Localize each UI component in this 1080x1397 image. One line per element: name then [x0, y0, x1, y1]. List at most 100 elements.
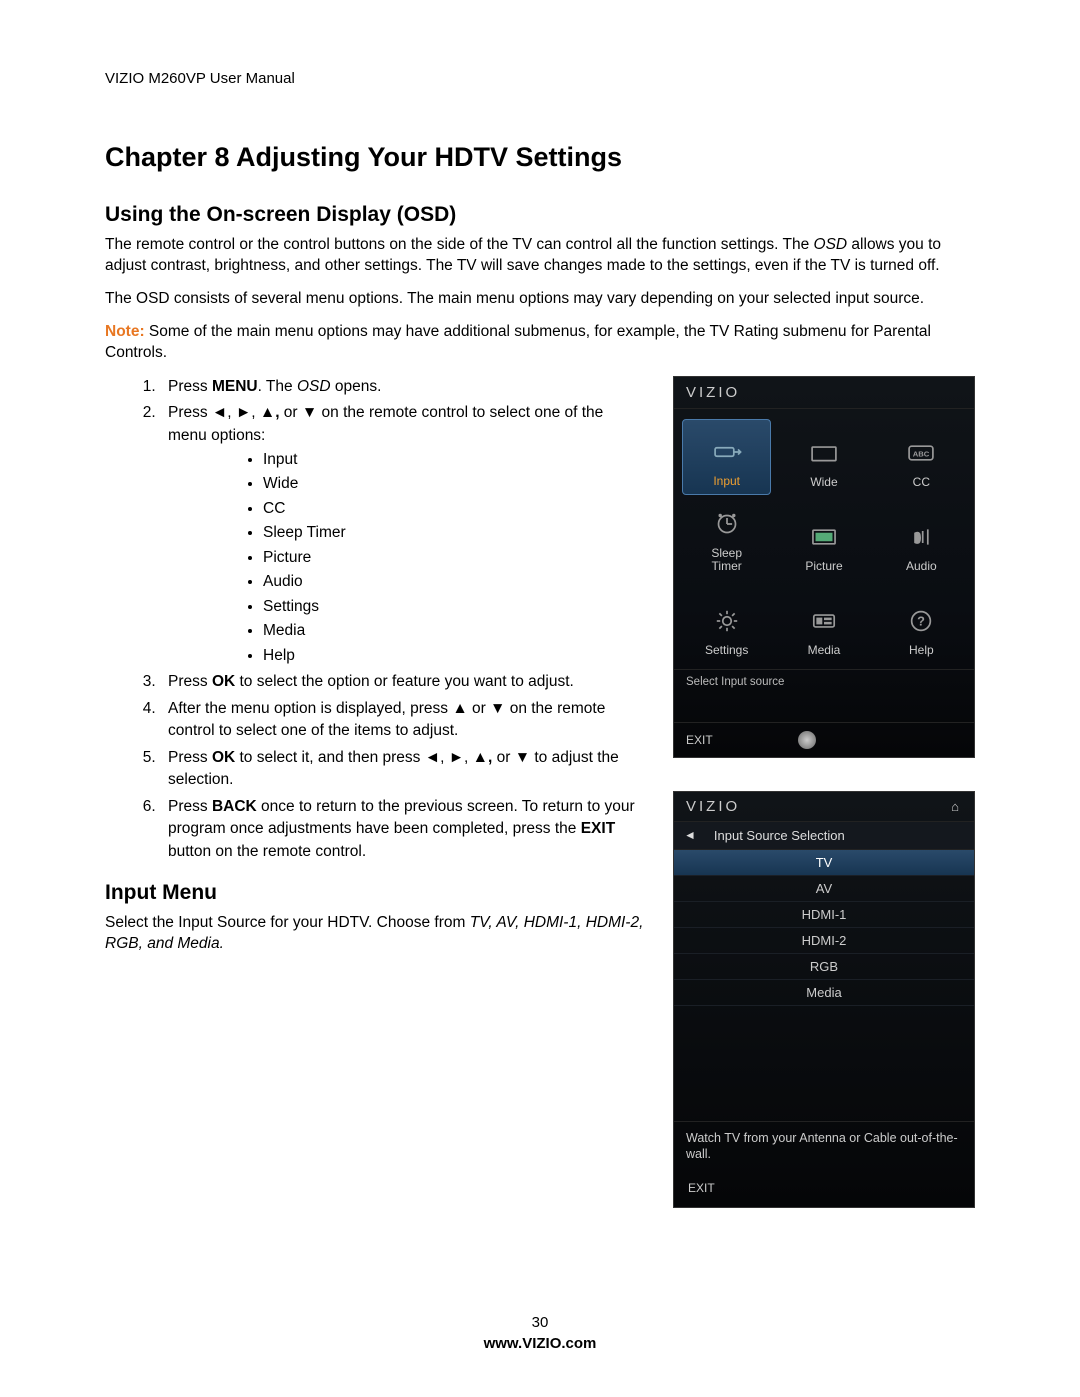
page-number: 30 — [0, 1314, 1080, 1331]
osd-paragraph-2: The OSD consists of several menu options… — [105, 289, 975, 310]
step-4: After the menu option is displayed, pres… — [160, 698, 645, 743]
input-source-tv[interactable]: TV — [674, 850, 974, 876]
via-button-icon[interactable] — [798, 731, 816, 749]
step5-b: to select it, and then press ◄, ►, ▲ — [235, 749, 488, 766]
osd-paragraph-1: The remote control or the control button… — [105, 235, 975, 277]
osd-note: Note: Some of the main menu options may … — [105, 322, 975, 364]
step-2: Press ◄, ►, ▲, or ▼ on the remote contro… — [160, 402, 645, 667]
osd-grid: Input Wide ABC CC SleepTimer Picture Audio Sett… — [674, 409, 974, 669]
input-source-hdmi-2[interactable]: HDMI-2 — [674, 928, 974, 954]
step-1: Press MENU. The OSD opens. — [160, 376, 645, 398]
list-item: Audio — [263, 571, 645, 593]
help-icon: ? — [904, 606, 938, 639]
step-5: Press OK to select it, and then press ◄,… — [160, 747, 645, 792]
sleep-timer-icon — [710, 509, 744, 542]
steps-list: Press MENU. The OSD opens. Press ◄, ►, ▲… — [105, 376, 645, 863]
note-label: Note: — [105, 323, 145, 340]
list-item: Picture — [263, 547, 645, 569]
input-source-hdmi-1[interactable]: HDMI-1 — [674, 902, 974, 928]
menu-options-list: Input Wide CC Sleep Timer Picture Audio … — [168, 449, 645, 667]
osd-cell-label: Settings — [705, 644, 748, 657]
section-osd-title: Using the On-screen Display (OSD) — [105, 203, 975, 227]
wide-icon — [807, 438, 841, 471]
audio-icon — [904, 522, 938, 555]
osd-bottom-bar: EXIT — [674, 723, 974, 757]
osd-input-exit[interactable]: EXIT — [674, 1171, 974, 1207]
list-item: Sleep Timer — [263, 522, 645, 544]
osd-cell-settings[interactable]: Settings — [682, 587, 771, 663]
step-6: Press BACK once to return to the previou… — [160, 796, 645, 863]
step-3: Press OK to select the option or feature… — [160, 671, 645, 693]
step2-a: Press ◄, ►, ▲ — [168, 404, 275, 421]
osd-input-screenshot: VIZIO ⌂ ◄ Input Source Selection TVAVHDM… — [673, 791, 975, 1209]
osd-exit-label[interactable]: EXIT — [686, 733, 713, 747]
step6-c: button on the remote control. — [168, 843, 366, 860]
footer-url: www.VIZIO.com — [0, 1335, 1080, 1352]
osd-cell-sleep-timer[interactable]: SleepTimer — [682, 503, 771, 579]
osd-cell-label: Input — [713, 475, 740, 488]
input-menu-paragraph: Select the Input Source for your HDTV. C… — [105, 913, 645, 955]
osd-cell-label: Media — [808, 644, 841, 657]
doc-header: VIZIO M260VP User Manual — [105, 70, 975, 87]
step3-b: to select the option or feature you want… — [235, 673, 574, 690]
osd-brand: VIZIO — [674, 377, 974, 409]
list-item: CC — [263, 498, 645, 520]
picture-icon — [807, 522, 841, 555]
input-source-media[interactable]: Media — [674, 980, 974, 1006]
svg-text:?: ? — [917, 614, 925, 629]
osd-input-title-row: ◄ Input Source Selection — [674, 821, 974, 850]
step5-ok: OK — [212, 749, 235, 766]
step6-exit: EXIT — [581, 820, 615, 837]
list-item: Help — [263, 645, 645, 667]
inputmenu-a: Select the Input Source for your HDTV. C… — [105, 914, 470, 931]
step1-a: Press — [168, 378, 212, 395]
osd-cell-help[interactable]: ? Help — [877, 587, 966, 663]
osd-cell-label: CC — [913, 476, 930, 489]
list-item: Settings — [263, 596, 645, 618]
input-icon — [710, 437, 744, 470]
home-icon[interactable]: ⌂ — [951, 799, 962, 814]
osd-cell-media[interactable]: Media — [779, 587, 868, 663]
osd-input-desc: Watch TV from your Antenna or Cable out-… — [674, 1121, 974, 1172]
osd-cell-label: Help — [909, 644, 934, 657]
step5-a: Press — [168, 749, 212, 766]
osd-cell-picture[interactable]: Picture — [779, 503, 868, 579]
page-footer: 30 www.VIZIO.com — [0, 1314, 1080, 1352]
chapter-title: Chapter 8 Adjusting Your HDTV Settings — [105, 142, 975, 173]
osd-input-title: Input Source Selection — [714, 828, 845, 843]
back-arrow-icon[interactable]: ◄ — [684, 828, 696, 842]
osd-cell-label: SleepTimer — [711, 547, 742, 573]
osd-input-brand-row: VIZIO ⌂ — [674, 792, 974, 821]
list-item: Wide — [263, 473, 645, 495]
p1-osd: OSD — [814, 236, 848, 253]
step1-osd: OSD — [297, 378, 331, 395]
osd-status-text: Select Input source — [674, 669, 974, 723]
step3-a: Press — [168, 673, 212, 690]
osd-cell-cc[interactable]: ABC CC — [877, 419, 966, 495]
step1-b: . The — [258, 378, 297, 395]
input-source-rgb[interactable]: RGB — [674, 954, 974, 980]
osd-cell-input[interactable]: Input — [682, 419, 771, 495]
input-source-av[interactable]: AV — [674, 876, 974, 902]
osd-cell-wide[interactable]: Wide — [779, 419, 868, 495]
step6-a: Press — [168, 798, 212, 815]
list-item: Media — [263, 620, 645, 642]
section-input-title: Input Menu — [105, 881, 645, 905]
osd-main-screenshot: VIZIO Input Wide ABC CC SleepTimer Picture Aud… — [673, 376, 975, 758]
osd-cell-label: Audio — [906, 560, 937, 573]
step1-menu: MENU — [212, 378, 258, 395]
p1-a: The remote control or the control button… — [105, 236, 814, 253]
settings-icon — [710, 606, 744, 639]
step6-back: BACK — [212, 798, 257, 815]
step3-ok: OK — [212, 673, 235, 690]
note-body: Some of the main menu options may have a… — [105, 323, 931, 361]
osd-cell-label: Picture — [805, 560, 842, 573]
list-item: Input — [263, 449, 645, 471]
osd-input-list: TVAVHDMI-1HDMI-2RGBMedia — [674, 850, 974, 1006]
step1-c: opens. — [331, 378, 382, 395]
cc-icon: ABC — [904, 438, 938, 471]
media-icon — [807, 606, 841, 639]
osd-cell-audio[interactable]: Audio — [877, 503, 966, 579]
osd-cell-label: Wide — [810, 476, 837, 489]
osd-input-brand: VIZIO — [686, 798, 740, 815]
